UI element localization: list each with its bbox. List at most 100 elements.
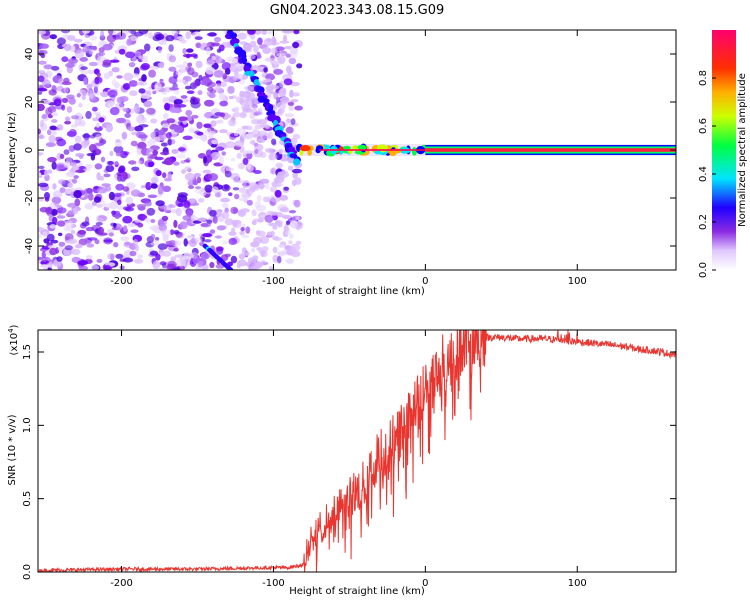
heatmap-cell: [167, 138, 172, 146]
signal-band-core: [319, 149, 426, 151]
heatmap-cell: [42, 231, 48, 238]
heatmap-cell: [205, 149, 213, 157]
y-tick-label: 0.0: [22, 564, 33, 580]
heatmap-cell: [157, 243, 168, 250]
heatmap-cell: [215, 146, 225, 151]
heatmap-cell: [241, 192, 252, 199]
y-tick-label: 0: [24, 147, 35, 153]
heatmap-cell: [240, 208, 250, 213]
heatmap-cell: [51, 130, 57, 136]
heatmap-cell: [105, 124, 114, 133]
heatmap-cell: [48, 261, 53, 268]
heatmap-cell: [250, 185, 256, 193]
heatmap-cell: [252, 128, 259, 135]
heatmap-cell: [67, 238, 78, 244]
heatmap-cell: [43, 64, 53, 70]
heatmap-cell: [129, 90, 138, 97]
heatmap-cell: [93, 196, 102, 203]
heatmap-cell: [265, 148, 274, 153]
heatmap-cell: [114, 139, 123, 148]
heatmap-cell: [95, 133, 102, 141]
snr-y-multiplier: (x104): [7, 324, 20, 355]
heatmap-cell: [129, 250, 137, 257]
heatmap-cell: [185, 31, 192, 40]
heatmap-cell: [276, 212, 283, 218]
heatmap-cell: [116, 117, 127, 124]
heatmap-cell: [220, 254, 229, 261]
heatmap-cell: [237, 32, 247, 40]
heatmap-cell: [38, 182, 49, 188]
heatmap-cell: [245, 261, 255, 267]
heatmap-cell: [245, 226, 251, 234]
heatmap-cell: [208, 92, 216, 99]
heatmap-cell: [92, 45, 98, 51]
snr-plot-frame: [37, 329, 677, 573]
heatmap-cell: [233, 38, 240, 44]
heatmap-cell: [194, 97, 201, 103]
heatmap-cell: [277, 222, 283, 228]
heatmap-cell: [66, 106, 73, 113]
heatmap-cell: [65, 188, 71, 195]
heatmap-cell: [285, 220, 291, 225]
heatmap-cell: [293, 199, 301, 208]
heatmap-cell: [146, 207, 156, 216]
heatmap-cell: [88, 192, 94, 201]
heatmap-cell: [253, 170, 262, 174]
heatmap-cell: [63, 161, 72, 169]
heatmap-cell: [38, 103, 45, 112]
x-tick-label: -200: [110, 276, 133, 287]
heatmap-cell: [254, 111, 262, 115]
heatmap-cell: [150, 118, 158, 124]
heatmap-cell: [180, 95, 188, 99]
heatmap-cell: [275, 162, 283, 169]
heatmap-cell: [134, 105, 140, 114]
heatmap-cell: [128, 30, 134, 34]
heatmap-cell: [241, 106, 252, 110]
heatmap-cell: [150, 183, 158, 189]
heatmap-cell: [148, 69, 157, 78]
heatmap-cell: [91, 150, 97, 157]
heatmap-cell: [103, 237, 113, 245]
heatmap-cell: [238, 197, 249, 202]
colorbar-tick-label: 0.8: [698, 70, 709, 86]
y-tick-label: 0.5: [22, 491, 33, 507]
heatmap-cell: [228, 95, 234, 100]
heatmap-cell: [81, 95, 86, 101]
heatmap-cell: [128, 80, 138, 87]
heatmap-cell: [216, 225, 226, 231]
spectrogram-x-axis-label: Height of straight line (km): [289, 286, 425, 297]
heatmap-cell: [214, 192, 221, 198]
heatmap-cell: [188, 185, 195, 190]
heatmap-cell: [293, 30, 300, 35]
colorbar-tick-label: 0.0: [698, 262, 709, 278]
heatmap-cell: [389, 149, 397, 157]
signal-band-core: [425, 148, 676, 152]
heatmap-cell: [197, 216, 207, 222]
heatmap-cell: [272, 235, 279, 241]
heatmap-cell: [254, 97, 259, 105]
heatmap-cell: [230, 157, 236, 162]
heatmap-cell: [54, 198, 60, 207]
heatmap-cell: [143, 100, 153, 108]
heatmap-cell: [259, 178, 270, 184]
heatmap-cell: [159, 267, 169, 270]
heatmap-cell: [188, 178, 193, 184]
heatmap-cell: [255, 230, 261, 235]
heatmap-cell: [214, 235, 222, 239]
heatmap-cell: [41, 251, 46, 259]
heatmap-cell: [262, 47, 272, 54]
heatmap-cell: [111, 67, 120, 73]
heatmap-cell: [115, 183, 125, 191]
heatmap-cell: [287, 101, 295, 106]
heatmap-cell: [67, 35, 76, 41]
heatmap-cell: [183, 238, 188, 247]
heatmap-cell: [109, 59, 120, 63]
heatmap-cell: [117, 167, 125, 174]
heatmap-cell: [169, 87, 179, 91]
heatmap-cell: [187, 67, 195, 76]
heatmap-cell: [58, 179, 66, 185]
heatmap-cell: [199, 190, 207, 197]
heatmap-cell: [115, 224, 123, 231]
heatmap-cell: [123, 151, 130, 156]
